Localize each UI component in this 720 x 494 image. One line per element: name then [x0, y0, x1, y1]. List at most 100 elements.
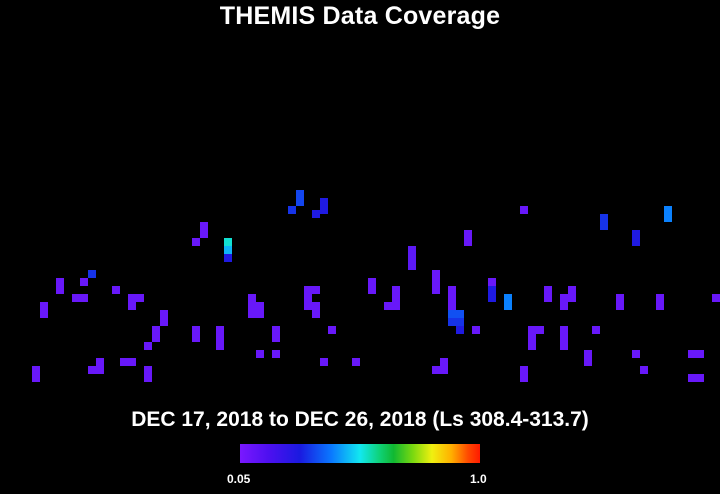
coverage-cell	[144, 342, 152, 350]
coverage-cell	[224, 254, 232, 262]
coverage-cell	[560, 334, 568, 342]
coverage-cell	[128, 302, 136, 310]
coverage-cell	[632, 230, 640, 238]
coverage-cell	[456, 326, 464, 334]
coverage-cell	[696, 350, 704, 358]
coverage-cell	[448, 286, 456, 294]
coverage-cell	[616, 294, 624, 302]
coverage-cell	[248, 310, 256, 318]
coverage-cell	[544, 294, 552, 302]
coverage-cell	[272, 326, 280, 334]
coverage-cell	[144, 366, 152, 374]
coverage-cell	[456, 310, 464, 318]
coverage-cell	[664, 214, 672, 222]
coverage-cell	[312, 302, 320, 310]
coverage-cell	[528, 334, 536, 342]
coverage-cell	[88, 366, 96, 374]
coverage-cell	[40, 310, 48, 318]
coverage-cell	[664, 206, 672, 214]
coverage-cell	[40, 302, 48, 310]
coverage-cell	[408, 254, 416, 262]
colorbar-max-label: 1.0	[470, 472, 487, 486]
coverage-cell	[640, 366, 648, 374]
coverage-cell	[200, 222, 208, 230]
coverage-cell	[520, 206, 528, 214]
coverage-cell	[536, 326, 544, 334]
coverage-cell	[32, 366, 40, 374]
coverage-cell	[696, 374, 704, 382]
coverage-cell	[520, 366, 528, 374]
coverage-cell	[80, 294, 88, 302]
coverage-cell	[464, 238, 472, 246]
coverage-cell	[488, 278, 496, 286]
coverage-cell	[216, 334, 224, 342]
coverage-cell	[432, 366, 440, 374]
coverage-cell	[296, 198, 304, 206]
coverage-cell	[544, 286, 552, 294]
coverage-cell	[688, 374, 696, 382]
coverage-cell	[96, 358, 104, 366]
coverage-cell	[368, 286, 376, 294]
coverage-cell	[296, 190, 304, 198]
coverage-cell	[528, 326, 536, 334]
coverage-cell	[256, 302, 264, 310]
coverage-cell	[656, 294, 664, 302]
coverage-cell	[592, 326, 600, 334]
coverage-cell	[304, 286, 312, 294]
coverage-cell	[80, 278, 88, 286]
coverage-cell	[600, 214, 608, 222]
coverage-cell	[440, 366, 448, 374]
coverage-cell	[328, 326, 336, 334]
coverage-cell	[216, 342, 224, 350]
date-range-label: DEC 17, 2018 to DEC 26, 2018 (Ls 308.4-3…	[131, 408, 589, 431]
coverage-cell	[312, 310, 320, 318]
coverage-cell	[128, 358, 136, 366]
coverage-cell	[160, 310, 168, 318]
coverage-cell	[408, 262, 416, 270]
coverage-cell	[320, 198, 328, 206]
coverage-cell	[192, 238, 200, 246]
coverage-cell	[632, 238, 640, 246]
coverage-cell	[432, 270, 440, 278]
coverage-cell	[568, 294, 576, 302]
coverage-cell	[384, 302, 392, 310]
coverage-cell	[96, 366, 104, 374]
coverage-cell	[224, 238, 232, 246]
coverage-cell	[312, 210, 320, 218]
coverage-cell	[256, 350, 264, 358]
coverage-cell	[560, 302, 568, 310]
coverage-cell	[304, 294, 312, 302]
coverage-cell	[448, 294, 456, 302]
colorbar-min-label: 0.05	[227, 472, 251, 486]
coverage-cell	[568, 286, 576, 294]
coverage-cell	[448, 302, 456, 310]
coverage-cell	[440, 358, 448, 366]
coverage-cell	[528, 342, 536, 350]
coverage-cell	[456, 318, 464, 326]
coverage-cell	[560, 342, 568, 350]
coverage-cell	[392, 294, 400, 302]
chart-title: THEMIS Data Coverage	[219, 2, 501, 30]
coverage-cell	[688, 350, 696, 358]
coverage-cell	[320, 358, 328, 366]
coverage-cell	[312, 286, 320, 294]
coverage-cell	[504, 294, 512, 302]
coverage-cell	[632, 350, 640, 358]
coverage-cell	[120, 358, 128, 366]
coverage-cell	[712, 294, 720, 302]
coverage-cell	[272, 334, 280, 342]
coverage-cell	[472, 326, 480, 334]
coverage-cell	[272, 350, 280, 358]
coverage-cell	[160, 318, 168, 326]
coverage-cell	[656, 302, 664, 310]
coverage-cell	[152, 334, 160, 342]
coverage-cell	[392, 302, 400, 310]
coverage-cell	[256, 310, 264, 318]
coverage-cell	[248, 294, 256, 302]
coverage-cell	[152, 326, 160, 334]
coverage-cell	[56, 278, 64, 286]
coverage-cell	[288, 206, 296, 214]
coverage-cell	[560, 326, 568, 334]
